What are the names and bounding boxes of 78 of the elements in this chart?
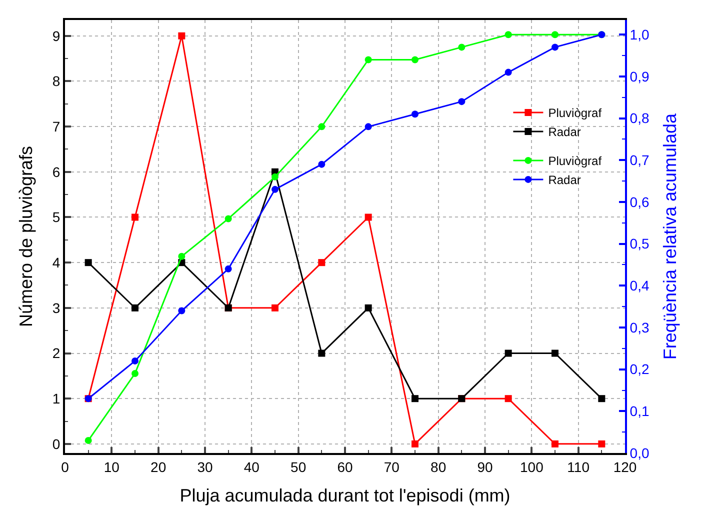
y-tick-label: 0 <box>52 436 60 452</box>
y-tick-label: 4 <box>52 254 60 270</box>
point <box>318 160 326 168</box>
point <box>504 68 512 76</box>
x-tick-label: 50 <box>290 458 306 475</box>
point <box>504 31 512 38</box>
x-tick-label: 90 <box>477 458 493 475</box>
point <box>552 440 558 448</box>
point <box>412 395 418 402</box>
y2-axis-title: Freqüència relativa acumulada <box>660 112 680 360</box>
x-tick-label: 70 <box>384 458 400 475</box>
point <box>178 32 186 40</box>
x-tick-label: 60 <box>337 458 353 475</box>
y-tick-label: 7 <box>52 118 60 134</box>
point <box>552 31 558 38</box>
x-tick-label: 30 <box>197 458 213 475</box>
legend-label: Pluviògraf <box>548 154 602 168</box>
y-tick-label: 5 <box>52 209 60 226</box>
y2-tick-label: 0,6 <box>630 194 650 210</box>
y-tick-label: 1 <box>52 390 60 406</box>
x-tick-label: 40 <box>244 458 260 475</box>
point <box>132 357 138 364</box>
y2-tick-label: 0,2 <box>630 361 650 378</box>
point <box>504 350 512 357</box>
point <box>412 56 418 64</box>
y-tick-label: 8 <box>52 73 60 90</box>
point <box>364 56 372 64</box>
point <box>598 440 606 448</box>
x-tick-label: 110 <box>567 458 590 475</box>
point <box>318 123 326 130</box>
y2-tick-label: 0,9 <box>630 68 650 84</box>
point <box>84 436 92 444</box>
point <box>412 440 418 448</box>
point <box>272 173 278 180</box>
point <box>458 98 466 106</box>
y2-tick-label: 1,0 <box>630 26 650 43</box>
point <box>224 215 232 222</box>
x-tick-label: 100 <box>520 458 544 475</box>
point <box>458 44 466 51</box>
y2-tick-label: 0,3 <box>630 319 650 336</box>
y-axis-title: Número de pluviògrafs <box>16 146 36 328</box>
point <box>84 259 92 266</box>
y-tick-label: 3 <box>52 300 60 316</box>
y2-tick-label: 0,5 <box>630 236 650 252</box>
legend-label: Radar <box>548 173 581 188</box>
point <box>224 265 232 272</box>
x-tick-label: 80 <box>430 458 446 475</box>
point <box>132 214 138 221</box>
x-axis-title: Pluja acumulada durant tot l'episodi (mm) <box>180 485 510 506</box>
y2-tick-label: 0,8 <box>630 110 650 126</box>
y2-tick-label: 0,7 <box>630 152 650 168</box>
point <box>272 186 278 193</box>
x-tick-label: 20 <box>150 458 166 475</box>
point <box>132 304 138 312</box>
legend-label: Pluviògraf <box>548 106 602 120</box>
y-tick-label: 9 <box>52 28 60 44</box>
point <box>412 110 418 118</box>
y2-tick-label: 0,1 <box>630 403 650 420</box>
point <box>364 123 372 130</box>
y2-tick-label: 0,4 <box>630 278 650 294</box>
point <box>132 370 138 378</box>
point <box>598 395 606 402</box>
point <box>318 259 326 266</box>
point <box>272 304 278 312</box>
x-tick-label: 120 <box>613 458 637 475</box>
point <box>504 395 512 402</box>
point <box>552 350 558 357</box>
point <box>318 350 326 357</box>
point <box>552 44 558 51</box>
point <box>178 307 186 314</box>
y-tick-label: 6 <box>52 164 60 180</box>
y2-tick-label: 0,0 <box>630 444 650 461</box>
point <box>178 252 186 260</box>
legend-label: Radar <box>548 125 581 140</box>
point <box>364 214 372 221</box>
y-tick-label: 2 <box>52 345 60 362</box>
point <box>364 304 372 312</box>
x-tick-label: 10 <box>104 458 120 475</box>
